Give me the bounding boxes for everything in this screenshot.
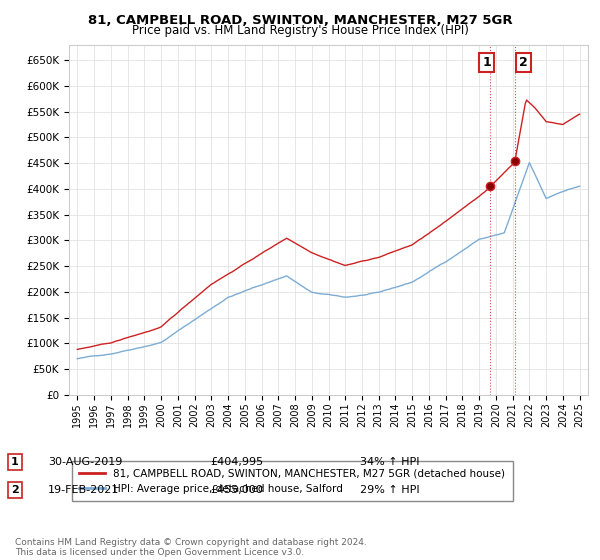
Text: 1: 1	[482, 56, 491, 69]
Text: 81, CAMPBELL ROAD, SWINTON, MANCHESTER, M27 5GR: 81, CAMPBELL ROAD, SWINTON, MANCHESTER, …	[88, 14, 512, 27]
Text: Contains HM Land Registry data © Crown copyright and database right 2024.
This d: Contains HM Land Registry data © Crown c…	[15, 538, 367, 557]
Text: Price paid vs. HM Land Registry's House Price Index (HPI): Price paid vs. HM Land Registry's House …	[131, 24, 469, 37]
Legend: 81, CAMPBELL ROAD, SWINTON, MANCHESTER, M27 5GR (detached house), HPI: Average p: 81, CAMPBELL ROAD, SWINTON, MANCHESTER, …	[71, 461, 512, 501]
Text: £455,000: £455,000	[210, 485, 263, 495]
Text: 30-AUG-2019: 30-AUG-2019	[48, 457, 122, 467]
Text: 2: 2	[11, 485, 19, 495]
Text: 34% ↑ HPI: 34% ↑ HPI	[360, 457, 419, 467]
Text: 2: 2	[519, 56, 527, 69]
Text: 19-FEB-2021: 19-FEB-2021	[48, 485, 119, 495]
Text: £404,995: £404,995	[210, 457, 263, 467]
Text: 1: 1	[11, 457, 19, 467]
Text: 29% ↑ HPI: 29% ↑ HPI	[360, 485, 419, 495]
